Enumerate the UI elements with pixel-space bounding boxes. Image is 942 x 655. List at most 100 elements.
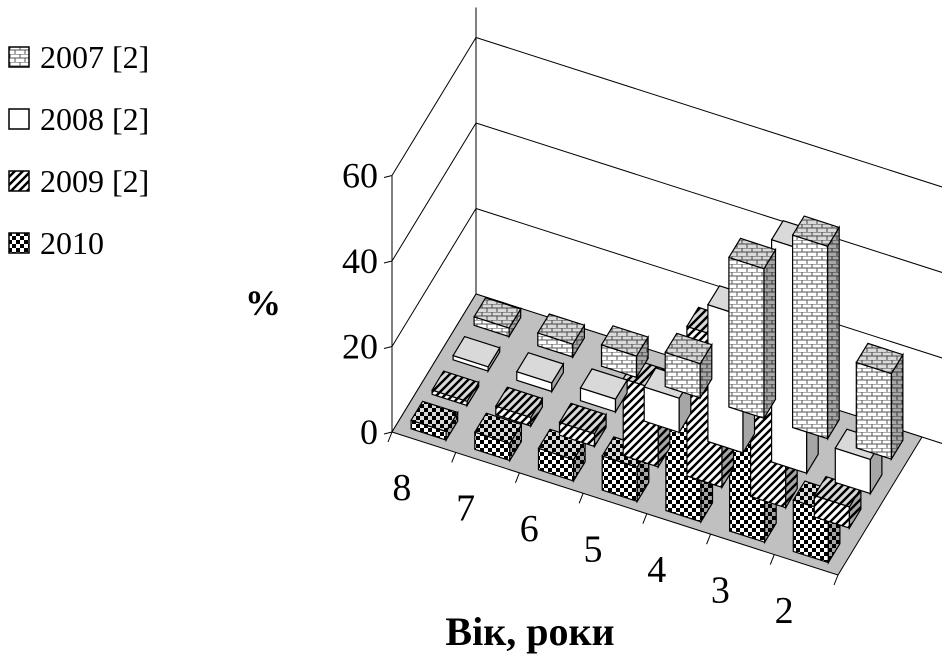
y-tick [383,346,393,349]
bar-side-shade [636,337,649,378]
bar-top-face [664,332,713,365]
bar-top-face [515,351,565,384]
legend-label: 2007 [2] [40,38,150,75]
bar-top-face [473,297,522,329]
bar-top-face [473,412,523,445]
x-axis-title: Вік, роки [445,609,614,654]
legend-swatch-diagonal [8,170,30,192]
bar-side-shade [509,424,522,461]
legend-item-2010: 2010 [8,224,149,261]
bar-2010-8 [410,400,459,443]
x-tick-label: 7 [456,488,475,530]
legend-swatch-checker [8,232,30,254]
bar-top-shade [559,403,607,434]
chart-bars [410,215,904,565]
x-tick [387,431,393,443]
bar-top-face [494,386,544,419]
y-tick [383,260,393,264]
legend-swatch-white [8,108,30,130]
x-tick-label: 6 [520,508,539,550]
bar-2007-5 [664,332,713,401]
bar-front-face [728,256,765,420]
legend-item-2007: 2007 [2] [8,38,150,75]
bar-top-face [855,342,904,375]
bar-side-shade [573,440,586,481]
legend: 2007 [2] 2008 [2] 2009 [2] 2010 [8,38,150,288]
bar-2009-7 [494,386,544,429]
gridline-back [475,37,942,188]
bar-2010-7 [473,412,523,463]
bar-2008-8 [452,335,501,374]
bar-side-shade [891,354,903,460]
bar-side-shade [849,487,861,529]
bar-2008-6 [579,368,629,415]
gridline-left [391,122,477,262]
bar-2009-8 [431,370,480,408]
bar-top-shade [728,238,776,269]
legend-item-2008: 2008 [2] [8,100,150,137]
bar-top-shade [495,387,543,418]
bar-side-shade [594,414,607,447]
y-tick-label: 40 [342,241,378,281]
bar-2007-7 [536,313,586,360]
bar-side-shade [700,344,712,398]
x-tick-label: 5 [584,529,603,571]
x-tick-label: 8 [392,467,411,509]
x-tick-label: 2 [775,590,794,632]
bar-side-shade [827,227,840,439]
x-tick [451,452,457,463]
bar-top-shade [580,368,628,400]
legend-label: 2008 [2] [40,100,150,137]
bar-2007-6 [600,325,650,380]
y-axis-title: % [245,283,281,323]
chart-walls: 0 20 40 60 [342,7,942,452]
bar-top-face [791,215,841,248]
bar-top-face [558,402,608,435]
bar-top-face [431,370,480,403]
x-tick [833,574,839,586]
bar-side-shade [615,380,628,412]
bar-side-shade [572,325,585,357]
bar-top-face [600,325,650,357]
x-tick [578,493,584,504]
bar-top-face [452,335,501,368]
bar-2009-6 [558,402,608,449]
bar-top-face [727,237,777,270]
bar-2007-8 [473,297,522,339]
bar-top-shade [856,343,903,374]
legend-swatch-brick [8,46,30,68]
legend-label: 2009 [2] [40,162,150,199]
bar-side-shade [446,412,458,441]
y-tick [383,175,393,178]
bar-top-shade [792,216,840,247]
bar-2007-4 [727,237,777,421]
x-tick [514,472,520,484]
bar-top-shade [516,352,564,383]
bar-top-face [579,368,629,400]
bar-side-shade [509,309,521,337]
bar-front-face [855,361,893,460]
bar-top-shade [411,401,458,432]
chart-labels: % Вік, роки [245,283,615,654]
x-tick [706,533,712,545]
x-tick-label: 3 [711,569,730,611]
bar-top-face [410,400,459,433]
bar-top-face [536,313,586,345]
bar-2008-7 [515,351,565,394]
legend-item-2009: 2009 [2] [8,162,150,199]
bar-top-shade [474,297,521,328]
y-tick-label: 60 [342,156,378,196]
y-tick [383,431,393,435]
bar-2007-3 [791,215,841,441]
bar-side-shade [530,398,543,426]
bar-side-shade [764,249,776,419]
x-tick-label: 4 [647,549,666,591]
legend-label: 2010 [40,224,104,261]
bar-top-shade [474,413,522,444]
bar-top-shade [432,371,479,402]
x-tick [769,554,775,565]
x-tick [642,513,648,524]
bar-top-shade [453,336,500,367]
bar-front-face [791,234,829,440]
